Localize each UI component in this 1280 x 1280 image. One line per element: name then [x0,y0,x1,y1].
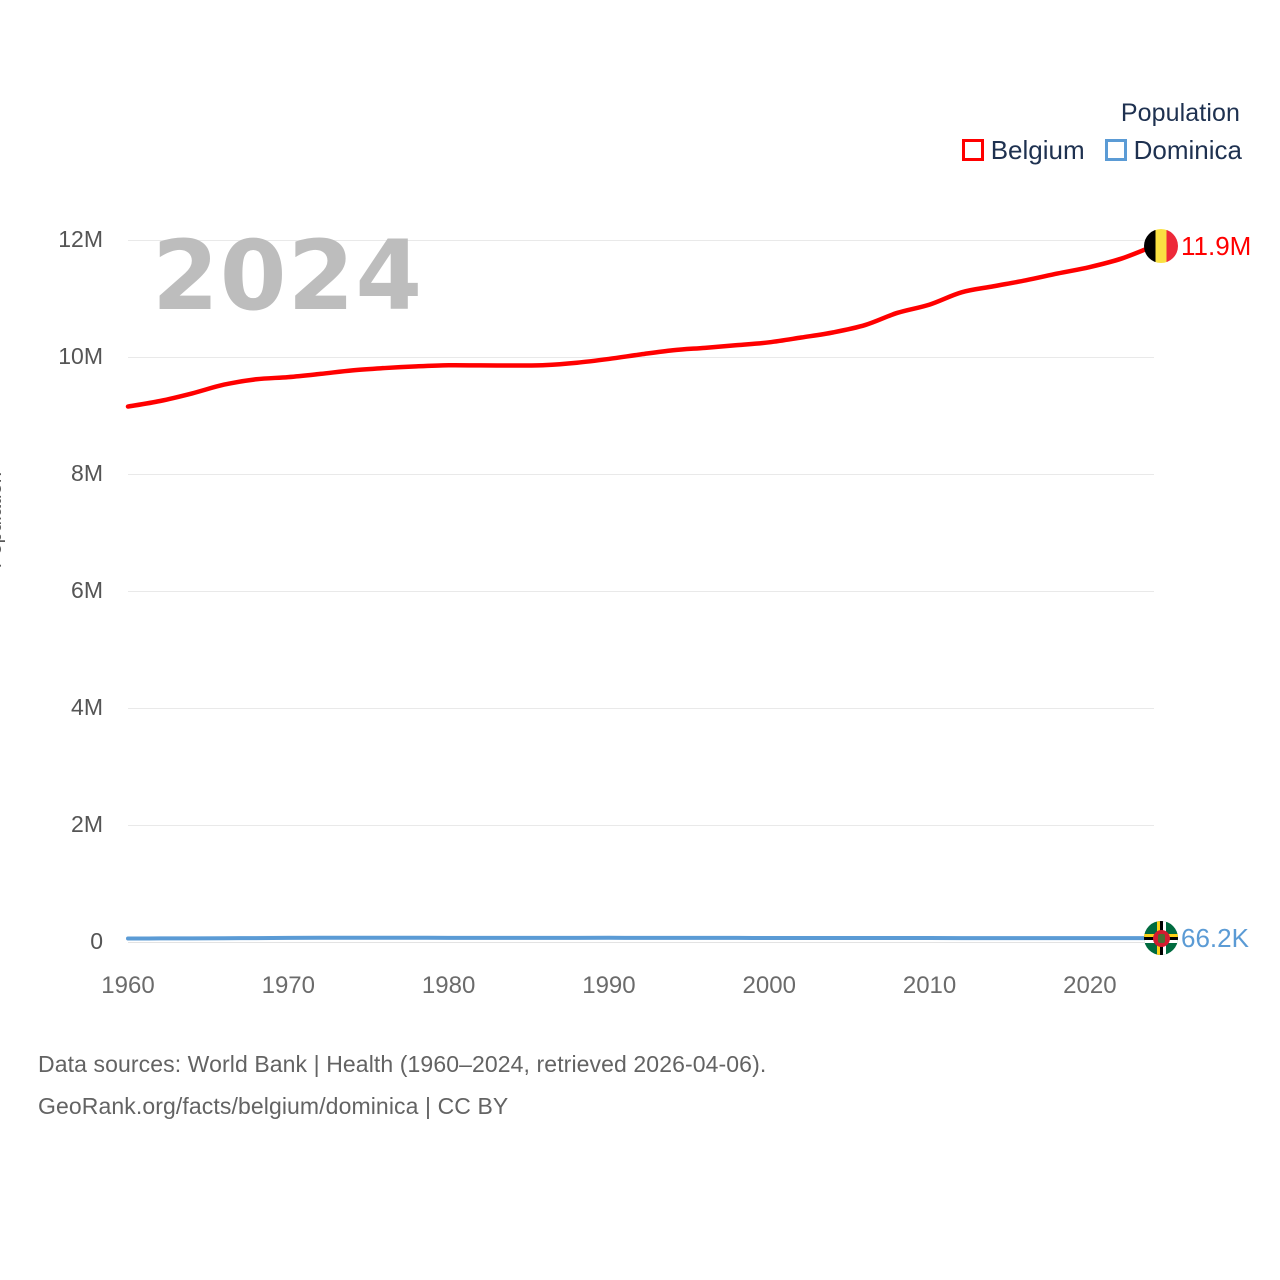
y-tick-label: 10M [58,343,103,369]
y-tick-label: 0 [90,928,103,954]
gridline [128,825,1154,826]
footer-attribution: Data sources: World Bank | Health (1960–… [38,1043,766,1127]
legend-title: Population [1120,99,1240,127]
x-tick-label: 1960 [101,972,155,999]
end-marker-dominica[interactable]: 66.2K [1144,921,1249,956]
line-dominica [126,935,1156,941]
x-tick-label: 2000 [742,972,796,999]
legend-swatch-belgium-icon [961,139,984,161]
gridline [128,591,1154,592]
legend-swatch-dominica-icon [1104,139,1127,161]
footer-line-2: GeoRank.org/facts/belgium/dominica | CC … [38,1093,509,1119]
y-tick-label: 12M [58,226,103,252]
legend-label-belgium: Belgium [990,135,1085,165]
y-tick-label: 8M [71,460,103,486]
y-tick-label: 2M [71,811,103,837]
gridline [128,942,1154,943]
line-belgium [125,243,1157,409]
gridline [128,708,1154,709]
y-tick-label: 4M [71,694,103,720]
legend-items: Belgium Dominica [961,135,1242,165]
chart-legend: Population Belgium Dominica [961,98,1242,165]
end-marker-belgium[interactable]: 11.9M [1144,228,1252,263]
year-watermark: 2024 [152,220,424,332]
legend-item-dominica[interactable]: Dominica [1104,135,1242,165]
end-value-dominica: 66.2K [1181,923,1249,954]
footer-line-1: Data sources: World Bank | Health (1960–… [38,1051,767,1077]
y-tick-label: 6M [71,577,103,603]
y-axis-label: Population [0,471,6,569]
legend-item-belgium[interactable]: Belgium [961,135,1085,165]
flag-belgium-icon [1144,228,1178,263]
x-tick-label: 1980 [421,972,476,999]
end-value-belgium: 11.9M [1181,230,1252,261]
flag-parrot-disc [1152,929,1170,947]
gridline [128,240,1154,241]
x-tick-label: 2020 [1063,972,1117,999]
gridline [128,357,1154,358]
flag-dominica-icon [1144,921,1178,956]
x-tick-label: 1990 [582,972,636,999]
gridline [128,474,1154,475]
x-tick-label: 2010 [902,972,957,999]
legend-label-dominica: Dominica [1133,135,1242,165]
x-tick-label: 1970 [261,972,315,999]
